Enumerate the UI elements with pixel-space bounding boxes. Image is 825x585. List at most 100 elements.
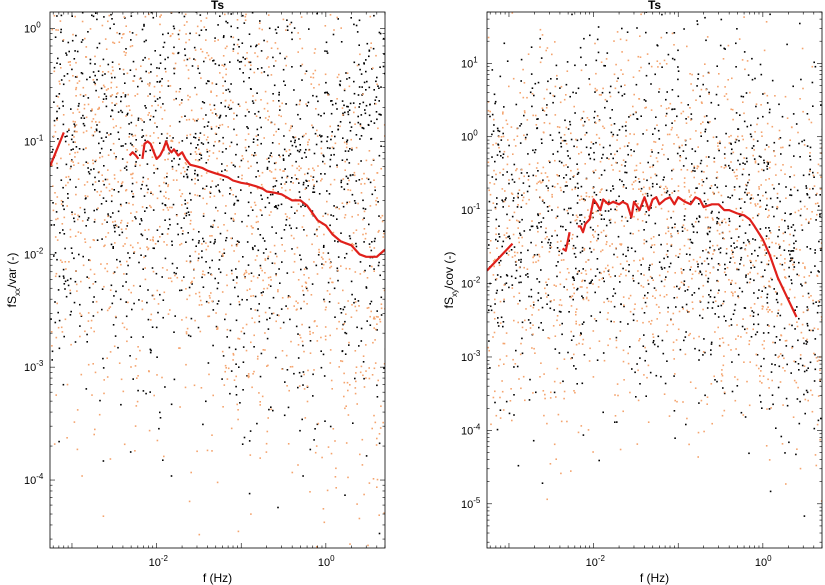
scatter-point [621, 125, 624, 128]
scatter-point [373, 122, 376, 124]
scatter-point [133, 252, 135, 254]
scatter-point [194, 169, 196, 172]
scatter-point [155, 168, 157, 170]
scatter-point [93, 81, 95, 83]
scatter-point [800, 331, 803, 334]
scatter-point [643, 374, 645, 376]
scatter-point [746, 380, 748, 383]
scatter-point [81, 220, 84, 222]
scatter-point [611, 266, 614, 269]
scatter-point [378, 100, 380, 102]
scatter-point [363, 386, 366, 388]
scatter-point [215, 113, 217, 115]
scatter-point [329, 224, 331, 227]
scatter-point [73, 217, 75, 220]
scatter-point [778, 243, 780, 246]
scatter-point [256, 128, 259, 131]
scatter-point [284, 250, 286, 252]
scatter-point [664, 382, 667, 385]
scatter-point [252, 141, 255, 143]
scatter-point [164, 257, 167, 260]
scatter-point [359, 125, 362, 127]
scatter-point [252, 248, 254, 251]
scatter-point [324, 25, 327, 27]
scatter-point [373, 268, 375, 270]
scatter-point [226, 170, 228, 172]
scatter-point [781, 263, 784, 266]
scatter-point [644, 294, 646, 297]
scatter-point [235, 319, 238, 322]
scatter-point [218, 140, 220, 143]
scatter-point [736, 175, 738, 177]
scatter-point [221, 123, 224, 126]
scatter-point [682, 150, 685, 152]
scatter-point [814, 353, 816, 356]
scatter-point [620, 69, 622, 71]
scatter-point [360, 365, 363, 368]
scatter-point [94, 74, 96, 77]
scatter-point [258, 43, 260, 45]
scatter-point [64, 135, 66, 138]
scatter-point [320, 336, 322, 339]
scatter-point [117, 226, 120, 228]
scatter-point [288, 154, 290, 157]
scatter-point [502, 325, 504, 328]
scatter-point [344, 160, 346, 163]
scatter-point [205, 138, 208, 141]
y-tick-exponent: -3 [36, 359, 44, 368]
scatter-point [557, 174, 559, 177]
scatter-point [267, 276, 270, 279]
scatter-point [779, 200, 781, 203]
scatter-point [79, 303, 81, 306]
scatter-point [347, 189, 349, 191]
scatter-point [329, 277, 332, 280]
scatter-point [225, 274, 228, 276]
scatter-point [244, 58, 246, 60]
scatter-point [603, 301, 605, 304]
scatter-point [108, 4, 110, 6]
scatter-point [282, 18, 285, 21]
scatter-point [334, 440, 336, 442]
scatter-point [267, 417, 269, 419]
scatter-point [347, 476, 349, 479]
scatter-point [255, 559, 257, 561]
scatter-point [590, 251, 593, 253]
scatter-point [671, 226, 674, 229]
scatter-point [70, 138, 73, 141]
scatter-point [598, 94, 601, 96]
scatter-point [523, 175, 525, 178]
scatter-point [776, 192, 779, 195]
scatter-point [793, 247, 795, 249]
scatter-point [676, 230, 679, 232]
scatter-point [158, 67, 160, 70]
scatter-point [134, 95, 136, 97]
scatter-point [60, 203, 63, 205]
scatter-point [309, 448, 312, 451]
scatter-point [493, 118, 495, 121]
scatter-point [98, 131, 101, 133]
scatter-point [273, 162, 276, 165]
scatter-point [326, 489, 329, 492]
scatter-point [99, 194, 101, 196]
scatter-point [341, 350, 344, 353]
scatter-point [623, 305, 625, 308]
scatter-point [773, 215, 775, 218]
scatter-point [518, 378, 520, 380]
scatter-point [198, 195, 201, 197]
scatter-point [758, 188, 760, 190]
scatter-point [778, 365, 781, 368]
scatter-point [768, 459, 771, 461]
scatter-point [240, 330, 243, 333]
scatter-point [807, 399, 809, 402]
scatter-point [78, 102, 80, 105]
scatter-point [658, 91, 660, 93]
scatter-point [233, 112, 235, 115]
scatter-point [348, 162, 351, 164]
scatter-point [202, 143, 205, 145]
scatter-point [375, 444, 378, 446]
scatter-point [530, 241, 532, 244]
scatter-point [237, 52, 239, 55]
scatter-point [527, 276, 529, 278]
scatter-point [95, 12, 97, 14]
